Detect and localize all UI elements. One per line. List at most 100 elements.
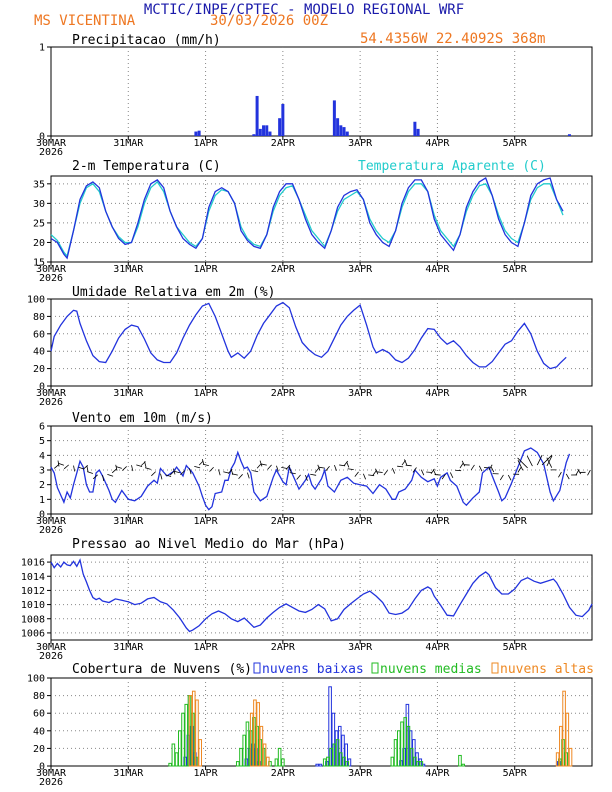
precip-bar	[345, 131, 349, 136]
cloud-bar-green	[403, 717, 408, 767]
cloud-bar-green	[277, 747, 282, 767]
wind-xtick-year: 2026	[39, 525, 63, 536]
wind-barb	[288, 466, 292, 472]
pressure-xtick-label: 4APR	[425, 642, 450, 653]
cloud-bar-green	[406, 725, 411, 767]
wind-barb	[189, 468, 192, 475]
temp-frame	[50, 175, 593, 263]
wind-barb	[202, 463, 209, 467]
rh-xtick-label: 3APR	[348, 388, 373, 399]
wind-barb	[122, 466, 127, 471]
wind-ytick-label: 0	[39, 510, 45, 521]
wind-barb	[165, 474, 172, 477]
wind-barb	[490, 466, 495, 473]
wind-barb	[488, 464, 493, 471]
temp-title: 2-m Temperatura (C)	[72, 159, 221, 174]
wind-barb	[383, 470, 388, 476]
precip-bar	[336, 118, 340, 136]
cloud-bar-green	[178, 730, 182, 767]
cloud-xtick-year: 2026	[39, 777, 63, 788]
pressure-xtick-year: 2026	[39, 651, 63, 662]
wind-barb	[517, 459, 524, 471]
wind-barb	[334, 464, 337, 471]
cloud-xtick-label: 2APR	[271, 768, 296, 779]
cloud-bar-green	[332, 743, 337, 767]
wind-barb	[461, 460, 466, 467]
cloud-bar-blue	[315, 763, 320, 767]
wind-xtick-label: 30MAR	[36, 516, 67, 527]
wind-barb	[223, 471, 230, 474]
wind-barb	[565, 473, 570, 480]
wind-xtick-label: 1APR	[194, 516, 219, 527]
cloud-bar-green	[396, 730, 401, 767]
pressure-xtick-label: 3APR	[348, 642, 373, 653]
wind-barb	[368, 474, 375, 477]
rh-ytick-label: 20	[33, 364, 45, 375]
wind-barb	[405, 464, 412, 467]
precip-xtick-label: 31MAR	[113, 138, 144, 149]
wind-barb	[432, 469, 437, 476]
wind-barb	[173, 470, 180, 474]
pressure-xtick-label: 5APR	[503, 642, 528, 653]
wind-barb	[111, 468, 117, 474]
wind-barb	[201, 459, 205, 466]
precip-bar	[278, 118, 282, 136]
wind-ytick-label: 6	[39, 422, 45, 433]
wind-barb	[151, 471, 156, 477]
cloud-bar-orange	[198, 739, 202, 767]
temp-ytick-label: 30	[33, 199, 45, 210]
wind-barb	[426, 471, 433, 473]
cloud-bar-green	[329, 747, 333, 767]
rh-title: Umidade Relativa em 2m (%)	[72, 285, 276, 300]
cloud-bar-orange	[266, 756, 270, 767]
wind-barb	[441, 473, 446, 480]
wind-barb	[144, 467, 151, 470]
cloud-bar-orange	[559, 725, 563, 767]
wind-barb	[526, 455, 533, 467]
cloud-bar-green	[281, 758, 285, 767]
precip-bar	[567, 134, 571, 136]
temp-ytick-label: 35	[33, 179, 45, 190]
wind-ytick-label: 5	[39, 436, 45, 447]
cloud-bar-orange	[262, 743, 267, 767]
cloud-bar-orange	[249, 712, 254, 767]
cloud-bar-green	[168, 762, 172, 767]
temp-series-line	[50, 177, 564, 260]
wind-barb	[289, 472, 296, 475]
cloud-bar-green	[342, 756, 346, 767]
temp-ytick-label: 25	[33, 218, 45, 229]
wind-barb	[517, 467, 522, 473]
cloud-bar-green	[409, 747, 414, 767]
rh-ytick-label: 40	[33, 347, 45, 358]
wind-barb	[343, 460, 349, 467]
cloud-frame	[50, 677, 593, 767]
legend-low-swatch	[253, 662, 261, 674]
cloud-ytick-label: 100	[27, 674, 45, 685]
wind-barb	[478, 465, 483, 472]
wind-barb	[536, 454, 543, 466]
wind-barb	[256, 463, 262, 469]
header-title: MCTIC/INPE/CPTEC - MODELO REGIONAL WRF	[144, 2, 464, 18]
wind-barb	[375, 468, 379, 475]
cloud-bar-green	[239, 747, 243, 767]
cloud-bar-orange	[195, 699, 199, 767]
wind-xtick-label: 3APR	[348, 516, 373, 527]
cloud-bar-green	[184, 703, 189, 767]
pressure-ytick-label: 1010	[21, 600, 45, 611]
cloud-bar-orange	[253, 699, 257, 767]
wind-ytick-label: 3	[39, 466, 45, 477]
precip-xtick-label: 3APR	[348, 138, 373, 149]
cloud-xtick-label: 3APR	[348, 768, 373, 779]
wind-barb	[354, 471, 359, 477]
wind-barb	[136, 464, 143, 468]
wind-barb	[430, 468, 435, 475]
precip-ytick-label: 1	[39, 43, 45, 54]
header-city: MS VICENTINA	[34, 13, 136, 29]
precip-xtick-label: 30MAR	[36, 138, 67, 149]
wind-barb	[362, 473, 367, 480]
wind-barb	[53, 464, 60, 469]
precip-bar	[268, 131, 272, 136]
temp-xtick-label: 2APR	[271, 264, 296, 275]
wind-barb	[73, 465, 76, 472]
legend-mid-swatch	[371, 662, 379, 674]
